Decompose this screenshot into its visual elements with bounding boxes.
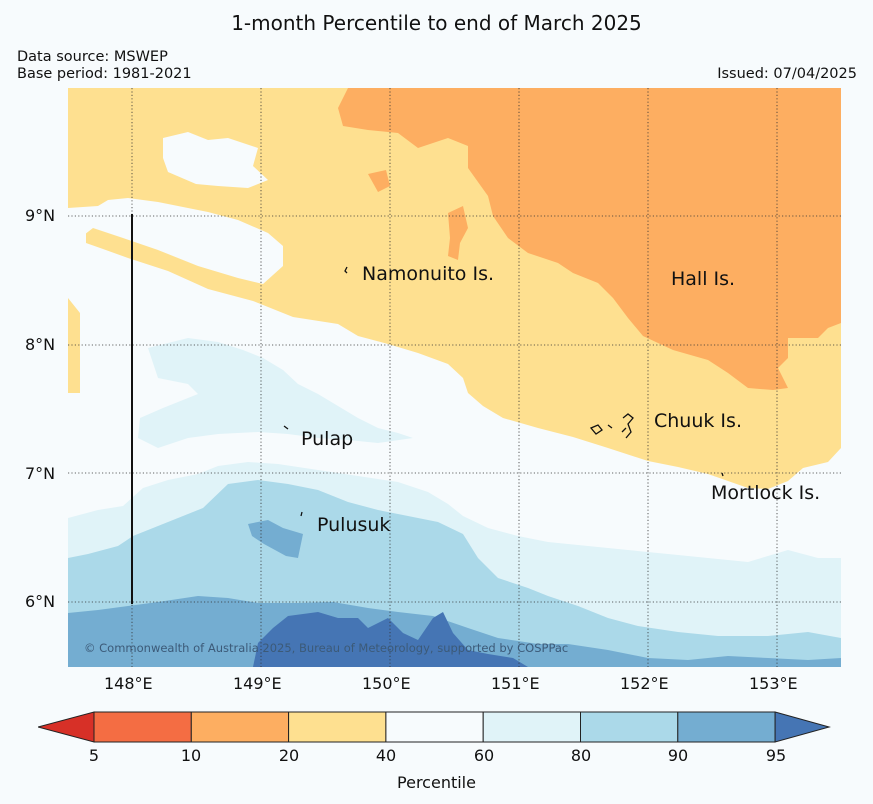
lon-tick-150E: 150°E	[362, 674, 411, 693]
colorbar-extend-low	[38, 711, 95, 743]
colorbar-tick-40: 40	[375, 746, 397, 765]
band-10-20	[338, 88, 841, 390]
map-title: 1-month Percentile to end of March 2025	[231, 11, 642, 35]
band-90-95	[68, 520, 841, 667]
base-period: Base period: 1981-2021	[17, 66, 192, 82]
label-chuuk: Chuuk Is.	[654, 410, 742, 432]
colorbar-tick-90: 90	[667, 746, 689, 765]
colorbar-cell	[385, 711, 484, 743]
colorbar-cell	[677, 711, 776, 743]
colorbar-extend-high	[774, 711, 831, 743]
band-40-60-hole	[163, 132, 268, 188]
percentile-map	[68, 88, 841, 667]
colorbar-label: Percentile	[397, 773, 476, 792]
colorbar-tick-10: 10	[180, 746, 202, 765]
lon-tick-153E: 153°E	[749, 674, 798, 693]
lat-tick-7N: 7°N	[25, 464, 56, 483]
colorbar-tick-80: 80	[570, 746, 592, 765]
label-pulusuk: Pulusuk	[317, 514, 391, 536]
lon-tick-148E: 148°E	[104, 674, 153, 693]
colorbar-tick-95: 95	[765, 746, 787, 765]
colorbar-cell	[93, 711, 192, 743]
label-mortlock: Mortlock Is.	[711, 482, 821, 504]
colorbar	[38, 711, 831, 743]
lon-tick-152E: 152°E	[620, 674, 669, 693]
lon-tick-151E: 151°E	[491, 674, 540, 693]
band-above-95	[253, 612, 528, 667]
lon-tick-149E: 149°E	[233, 674, 282, 693]
issued-date: Issued: 07/04/2025	[717, 66, 857, 82]
colorbar-cell	[580, 711, 679, 743]
lat-tick-6N: 6°N	[25, 592, 56, 611]
copyright-notice: © Commonwealth of Australia 2025, Bureau…	[84, 641, 569, 655]
colorbar-tick-20: 20	[278, 746, 300, 765]
label-namonuito: Namonuito Is.	[362, 263, 495, 285]
colorbar-cell	[482, 711, 582, 743]
colorbar-tick-60: 60	[473, 746, 495, 765]
colorbar-cell	[288, 711, 387, 743]
colorbar-tick-5: 5	[88, 746, 100, 765]
colorbar-cell	[190, 711, 290, 743]
data-source: Data source: MSWEP	[17, 49, 168, 65]
island-outlines	[283, 266, 724, 517]
lat-tick-9N: 9°N	[25, 206, 56, 225]
lat-tick-8N: 8°N	[25, 335, 56, 354]
label-hall: Hall Is.	[671, 268, 736, 290]
band-40-60-west	[68, 198, 283, 288]
label-pulap: Pulap	[301, 428, 354, 450]
